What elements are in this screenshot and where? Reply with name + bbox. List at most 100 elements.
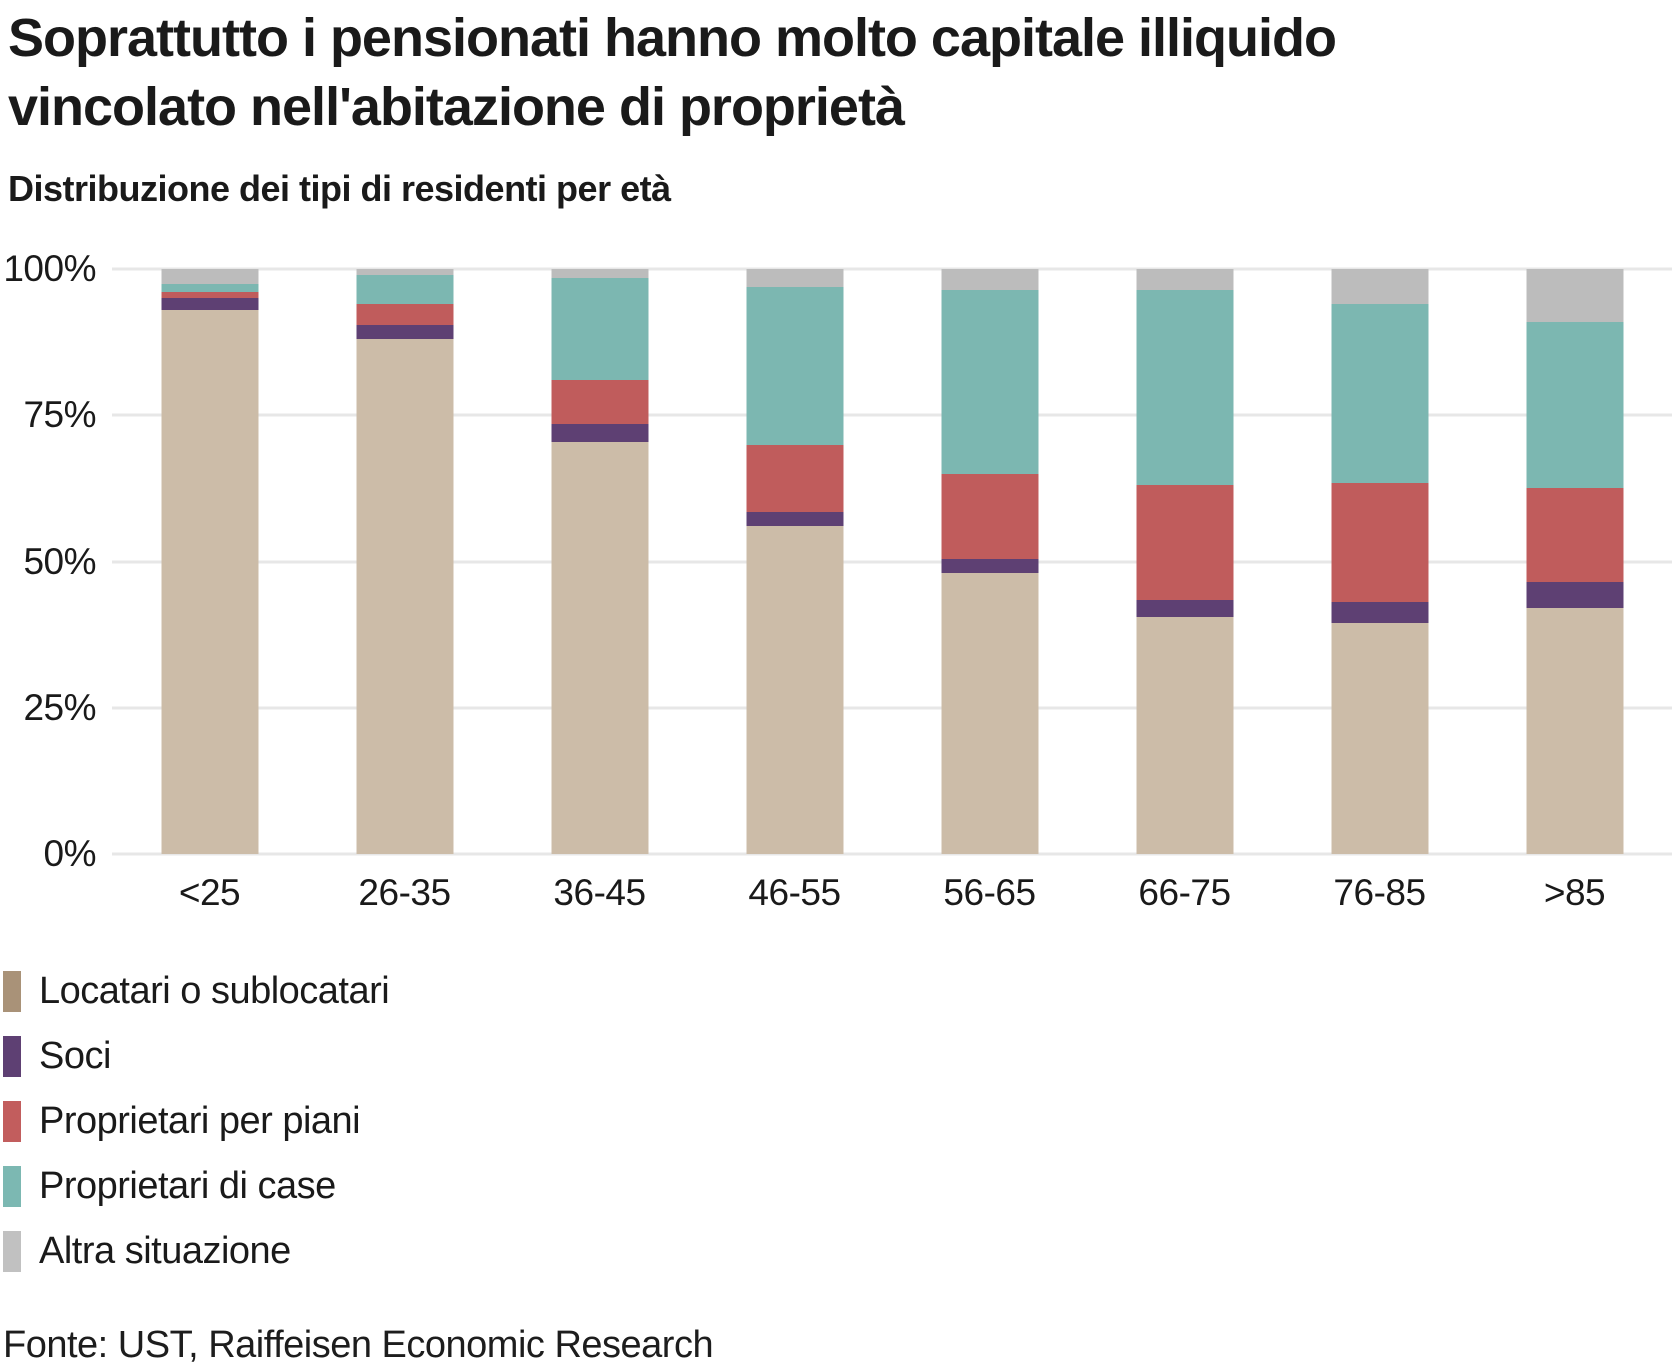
source-note: Fonte: UST, Raiffeisen Economic Research [3,1324,714,1366]
bar-segment [1526,608,1623,854]
x-tick-label: 76-85 [1333,872,1426,913]
y-axis: 100% 75% 50% 25% 0% [0,248,96,874]
stacked-bar [1526,269,1623,854]
bar-segment [551,441,648,854]
legend-label: Soci [39,1035,111,1077]
y-tick-label: 50% [23,540,96,582]
x-tick-label: 26-35 [358,872,451,913]
bar-segment [1136,485,1233,600]
bar-segment [356,324,453,340]
x-tick-label: 46-55 [748,872,841,913]
chart-title-line2: vincolato nell'abitazione di proprietà [8,77,905,138]
bar-slot [892,269,1087,854]
bar-segment [941,473,1038,559]
bar-segment [356,339,453,854]
chart-title-line1: Soprattutto i pensionati hanno molto cap… [8,8,1337,68]
bar-segment [161,283,258,293]
stacked-bar [356,269,453,854]
bar-segment [551,424,648,442]
legend-item: Proprietari per piani [3,1100,389,1142]
bar-segment [941,289,1038,474]
bar-segment [1526,488,1623,582]
plot-area [112,267,1672,856]
stacked-bar [161,269,258,854]
bar-slot [112,269,307,854]
legend-label: Altra situazione [39,1230,291,1272]
legend-swatch [3,1231,21,1272]
chart-subtitle: Distribuzione dei tipi di residenti per … [8,168,671,209]
bar-segment [356,274,453,305]
bar-segment [161,298,258,310]
x-tick-label: 36-45 [553,872,646,913]
x-tick-label: 56-65 [943,872,1036,913]
gridline [112,560,1672,563]
x-tick-label: <25 [178,872,241,913]
bar-segment [551,269,648,278]
gridline [112,413,1672,417]
bars [112,269,1672,854]
x-axis-labels: <25 26-35 36-45 46-55 56-65 66-75 76-85 >85 [112,872,1672,914]
gridline [112,267,1672,271]
bar-segment [746,511,843,527]
bar-segment [941,573,1038,854]
legend-swatch [3,1166,21,1207]
legend-swatch [3,1036,21,1077]
stacked-bar [1136,269,1233,854]
bar-segment [1331,482,1428,603]
bar-segment [941,269,1038,290]
bar-segment [356,304,453,325]
bar-segment [941,558,1038,574]
x-tick-label: >85 [1543,872,1606,913]
bar-slot [1087,269,1282,854]
bar-segment [746,526,843,854]
legend-item: Locatari o sublocatari [3,970,390,1012]
stacked-bar [941,269,1038,854]
bar-segment [161,292,258,299]
stacked-bar [551,269,648,854]
bar-slot [307,269,502,854]
stacked-bar [746,269,843,854]
gridline [112,706,1672,710]
bar-segment [1331,622,1428,854]
bar-segment [1136,289,1233,486]
y-tick-label: 75% [23,394,96,436]
legend-label: Proprietari di case [39,1165,336,1207]
chart-title: Soprattutto i pensionati hanno molto cap… [8,4,1508,142]
bar-segment [1526,269,1623,322]
bar-segment [161,269,258,284]
bar-segment [1526,582,1623,609]
bar-segment [551,277,648,381]
legend-item: Soci [3,1035,389,1077]
legend-swatch [3,971,21,1012]
y-tick-label: 100% [3,248,96,289]
y-tick-label: 0% [43,833,97,874]
bar-segment [1136,269,1233,290]
bar-segment [356,269,453,275]
stacked-bar [1331,269,1428,854]
legend-label: Proprietari per piani [39,1100,361,1142]
legend-label: Locatari o sublocatari [39,970,390,1012]
bar-segment [1526,321,1623,489]
bar-slot [1477,269,1672,854]
bar-segment [746,444,843,512]
bar-segment [161,309,258,854]
bar-slot [697,269,892,854]
bar-slot [502,269,697,854]
legend-item: Proprietari di case [3,1165,389,1207]
bar-slot [1282,269,1477,854]
bar-segment [1331,304,1428,483]
bar-segment [1136,617,1233,854]
legend-swatch [3,1101,21,1142]
bar-segment [746,269,843,287]
bar-segment [1136,599,1233,618]
gridlines [112,267,1672,856]
legend-item: Altra situazione [3,1230,389,1272]
bar-segment [551,380,648,425]
gridline [112,852,1672,856]
bar-segment [746,286,843,445]
legend: Locatari o sublocatari Soci Proprietari pe… [3,970,390,1272]
x-tick-label: 66-75 [1138,872,1231,913]
bar-segment [1331,269,1428,305]
y-tick-label: 25% [23,686,96,728]
bar-segment [1331,602,1428,623]
